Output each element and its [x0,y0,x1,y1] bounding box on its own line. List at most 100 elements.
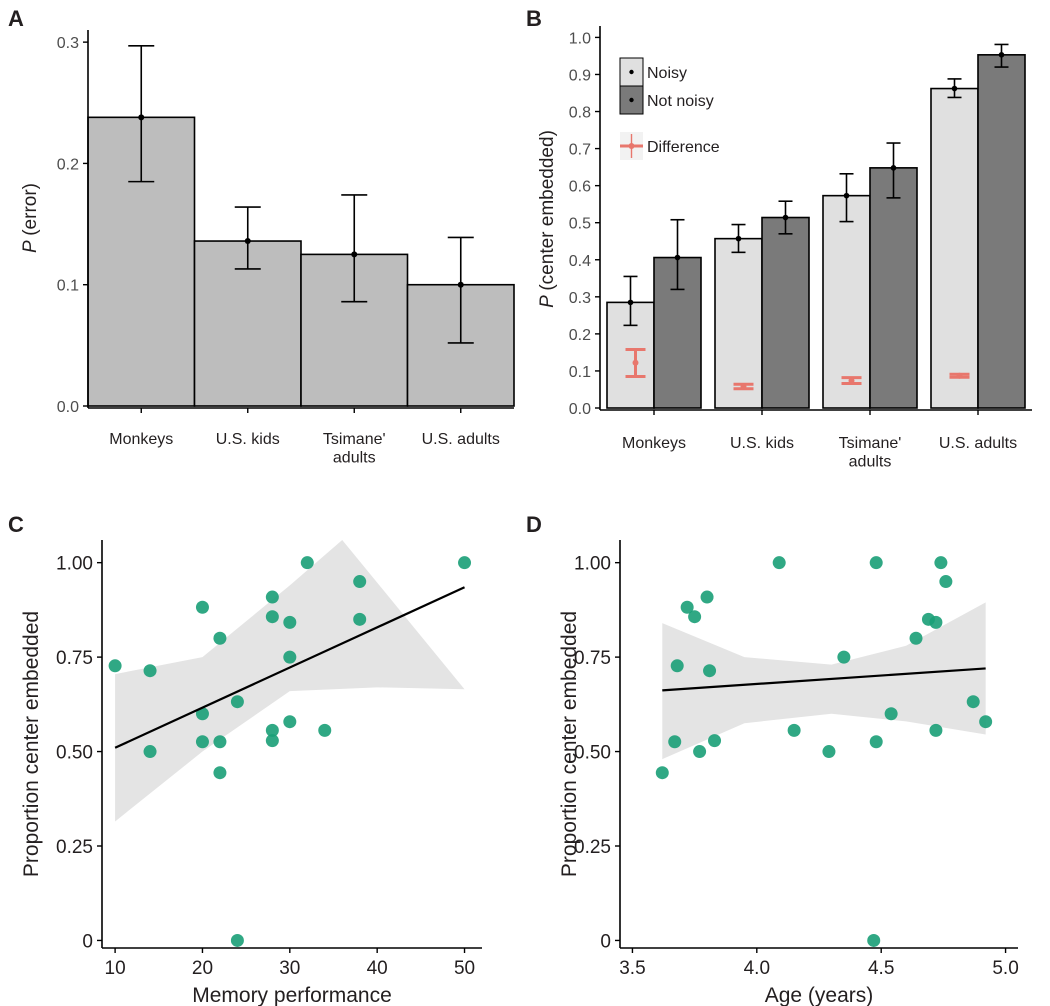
ytick-label-d-1: 0.25 [574,837,611,858]
ytick-label-c-0: 0 [82,931,93,952]
ytick-label-a-1: 0.1 [57,278,79,295]
bar-b-0-1 [714,237,763,409]
point-c-6 [213,631,227,645]
ytick-label-c-2: 0.50 [56,743,93,764]
panel-letter-b: B [526,6,542,31]
point-c-9 [230,695,244,709]
panel-letters: A B C D [8,6,542,537]
point-c-21 [353,612,367,626]
point-b-1-1 [782,214,789,221]
point-d-19 [929,615,943,629]
ytick-label-d-2: 0.50 [574,743,611,764]
point-b-1-2 [890,165,897,171]
point-b-0-0 [627,299,634,306]
x-axis-label-c: Memory performance [192,984,392,1006]
point-c-1 [143,664,157,678]
point-c-15 [283,615,297,629]
point-d-11 [822,745,836,759]
xtick-label-b-0: Monkeys [622,435,686,452]
panel-a: 0.0 0.1 0.2 0.3 Monkeys U.S. kids Tsimane' adul… [20,30,515,466]
point-a-1 [244,238,251,245]
xtick-label-d-2: 4.5 [868,958,894,979]
point-c-2 [143,745,157,759]
ytick-label-c-3: 0.75 [56,648,93,669]
point-d-6 [700,590,714,604]
point-d-12 [837,650,851,664]
ytick-label-a-3: 0.3 [57,35,79,52]
ytick-label-d-0: 0 [600,931,611,952]
point-d-5 [693,745,707,759]
xtick-label-c-1: 20 [192,958,213,979]
xtick-label-a-3: U.S. adults [422,431,500,448]
xtick-label-d-0: 3.5 [619,958,645,979]
xtick-label-a-2: Tsimane' adults [323,431,386,466]
ytick-label-a-2: 0.2 [57,156,79,173]
point-c-12 [265,610,279,624]
point-d-17 [909,631,923,645]
ytick-label-b-10: 1.0 [569,30,591,47]
legend-dot-b-diff [628,143,635,149]
point-d-0 [655,766,669,780]
xtick-label-a-1: U.S. kids [216,431,280,448]
legend-b: Noisy Not noisy Difference [619,57,720,160]
point-c-11 [265,590,279,604]
point-d-7 [703,664,717,678]
y-axis-label-c: Proportion center embedded [20,611,43,877]
ytick-label-b-4: 0.4 [569,253,591,270]
legend-label-b-0: Noisy [647,65,687,82]
point-d-23 [966,695,980,709]
y-axis-label-b: P (center embedded) [537,130,558,308]
ytick-label-b-7: 0.7 [569,142,591,159]
point-c-0 [108,659,122,673]
point-b-0-3 [951,85,958,92]
panel-d: 0 0.25 0.50 0.75 1.00 3.5 4.0 4.5 5.0 Age (years)… [558,540,1019,1006]
point-d-2 [670,659,684,673]
ytick-label-b-8: 0.8 [569,105,591,122]
bar-b-1-1 [761,216,810,409]
point-d-24 [979,715,993,729]
ytick-label-b-9: 0.9 [569,67,591,84]
panel-b: 0.0 0.1 0.2 0.3 0.4 0.5 0.6 0.7 0.8 0.9 1.0 Monkeys… [537,26,1032,470]
ytick-label-b-5: 0.5 [569,216,591,233]
diff-point-b-2 [848,377,855,384]
point-d-22 [939,575,953,589]
xtick-label-d-3: 5.0 [992,958,1018,979]
bar-b-0-2 [822,194,871,409]
point-c-7 [213,735,227,749]
xtick-label-c-0: 10 [105,958,126,979]
point-c-22 [458,556,472,570]
ytick-label-c-4: 1.00 [56,554,93,575]
point-c-14 [265,734,279,748]
point-a-2 [351,251,358,258]
point-d-10 [787,723,801,737]
ytick-label-b-0: 0.0 [569,401,591,418]
ytick-label-d-3: 0.75 [574,648,611,669]
legend-label-b-1: Not noisy [647,93,714,110]
panel-c: 0 0.25 0.50 0.75 1.00 10 20 30 40 50 Memory perfor… [20,540,482,1006]
point-d-14 [869,735,883,749]
point-c-3 [195,600,209,614]
point-d-9 [772,556,786,570]
point-b-1-3 [998,52,1005,58]
ytick-label-c-1: 0.25 [56,837,93,858]
point-d-3 [680,600,694,614]
point-c-8 [213,766,227,780]
point-b-0-1 [735,235,742,242]
point-c-4 [195,707,209,721]
point-c-10 [230,933,244,947]
point-d-20 [929,723,943,737]
xtick-label-a-0: Monkeys [109,431,173,448]
point-c-18 [300,556,314,570]
point-d-21 [934,556,948,570]
ytick-label-d-4: 1.00 [574,554,611,575]
point-d-16 [884,707,898,721]
point-d-8 [708,734,722,748]
point-c-13 [265,723,279,737]
xtick-label-c-4: 50 [454,958,475,979]
xtick-label-d-1: 4.0 [744,958,770,979]
x-axis-label-d: Age (years) [765,984,874,1006]
panel-letter-a: A [8,6,24,31]
ytick-label-a-0: 0.0 [57,399,79,416]
legend-label-b-diff: Difference [647,139,720,156]
